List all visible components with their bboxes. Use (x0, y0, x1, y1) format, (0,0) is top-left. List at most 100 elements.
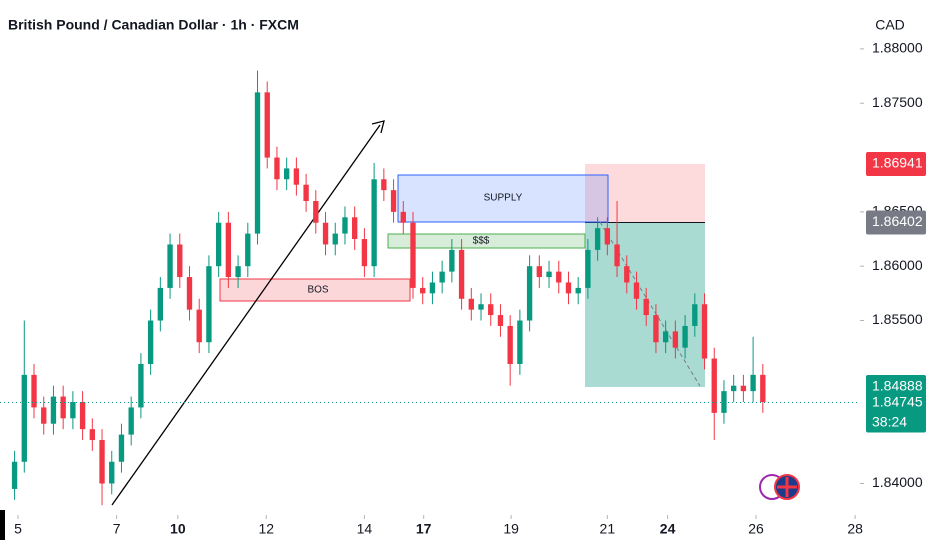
currency: CAD (875, 17, 905, 33)
candle-body (99, 440, 105, 484)
candle-body (264, 92, 270, 158)
candle-body (556, 271, 562, 283)
x-tick-label: 5 (14, 521, 22, 537)
candle-body (458, 249, 465, 299)
x-tick-label: 21 (600, 521, 616, 537)
candle-body (400, 211, 406, 223)
candle-body (11, 461, 18, 489)
x-tick-label: 12 (258, 521, 274, 537)
candle-body (352, 217, 358, 240)
candle-body (478, 304, 484, 310)
candle-body (614, 244, 620, 267)
candle-body (186, 277, 193, 310)
candle-body (760, 374, 766, 403)
candle-body (711, 358, 717, 413)
x-tick-label: 28 (847, 521, 863, 537)
candle-body (410, 222, 416, 288)
price-axis (860, 0, 932, 550)
candle-body (215, 222, 222, 267)
candle-body (672, 331, 679, 348)
trend-arrow (111, 124, 381, 506)
x-tick-label: 17 (416, 521, 432, 537)
candle-body (750, 374, 756, 392)
x-tick-label: 14 (357, 521, 373, 537)
candle-body (79, 402, 86, 430)
candle-body (89, 429, 95, 441)
candle-body (50, 396, 57, 424)
candle-body (653, 315, 659, 343)
candle-body (128, 407, 134, 435)
candle-body (497, 315, 504, 326)
liquidity-label: $$$ (473, 236, 490, 247)
candle-body (138, 363, 144, 408)
candles (11, 70, 766, 506)
candle-body (682, 325, 688, 348)
candle-body (740, 385, 747, 392)
y-tick-label: 1.84000 (872, 474, 923, 490)
x-tick-label: 26 (748, 521, 764, 537)
candle-body (60, 396, 66, 419)
price-label: 1.84888 (872, 378, 923, 394)
risk-zone (585, 163, 705, 223)
candle-body (245, 233, 251, 267)
candle-body (507, 325, 513, 364)
candle-body (147, 320, 154, 364)
candle-body (118, 434, 125, 462)
candle-body (439, 271, 445, 283)
scroll-marker (0, 510, 5, 540)
candle-body (274, 157, 280, 180)
y-tick-label: 1.88000 (872, 40, 923, 56)
liquidity-zone (387, 233, 586, 249)
candle-body (429, 282, 436, 294)
candle-body (293, 168, 300, 185)
candle-body (167, 244, 173, 288)
candle-body (585, 249, 591, 288)
price-label: 1.86402 (872, 213, 923, 229)
candle-body (721, 391, 727, 413)
candle-body (313, 201, 319, 223)
candle-body (225, 222, 232, 278)
candle-body (361, 239, 368, 267)
candle-body (177, 244, 183, 278)
candle-body (322, 222, 329, 245)
candle-body (449, 249, 455, 272)
candle-body (624, 266, 630, 283)
chart-title: British Pound / Canadian Dollar · 1h · F… (8, 17, 299, 33)
x-tick-label: 24 (660, 521, 676, 537)
price-label-box (866, 390, 926, 433)
candle-body (643, 298, 649, 316)
candle-body (235, 266, 241, 278)
y-tick-label: 1.85500 (872, 311, 923, 327)
candle-body (206, 266, 212, 343)
y-tick-label: 1.87500 (872, 94, 923, 110)
supply-label: SUPPLY (484, 193, 523, 204)
candle-body (109, 461, 115, 484)
arrow-head (371, 120, 385, 134)
price-label: 1.84745 (872, 393, 923, 409)
candle-body (468, 298, 474, 310)
candle-body (692, 304, 698, 326)
candle-body (517, 320, 523, 364)
candle-body (526, 266, 533, 321)
candle-body (342, 217, 348, 234)
candle-body (701, 304, 708, 359)
candle-body (731, 385, 737, 392)
candle-body (575, 287, 581, 294)
candle-body (390, 190, 397, 212)
price-label-box (866, 151, 926, 176)
y-tick-label: 1.86000 (872, 257, 923, 273)
x-tick-label: 10 (170, 521, 186, 537)
countdown: 38:24 (872, 413, 907, 429)
candle-body (488, 304, 494, 316)
candle-body (662, 331, 669, 343)
candle-body (31, 374, 37, 408)
candle-body (254, 92, 261, 234)
candle-body (332, 233, 338, 245)
price-label-box (866, 210, 926, 235)
candle-body (41, 407, 47, 424)
candle-body (303, 184, 309, 202)
flag-cross (777, 477, 797, 497)
candle-body (594, 228, 601, 250)
